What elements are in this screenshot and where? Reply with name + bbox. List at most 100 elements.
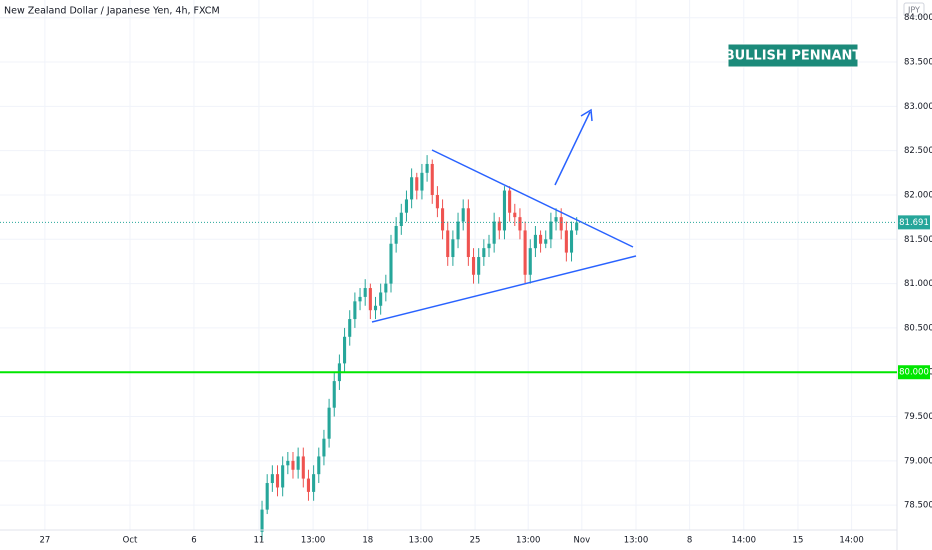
candle-body bbox=[518, 217, 522, 231]
x-tick-label: Nov bbox=[574, 536, 591, 546]
candle-body bbox=[265, 483, 269, 510]
candle-body bbox=[275, 474, 280, 488]
candle-body bbox=[492, 221, 496, 244]
candle-body bbox=[368, 288, 372, 311]
x-tick-label: 8 bbox=[687, 536, 692, 546]
current-price-label: 81.691 bbox=[899, 218, 929, 228]
candle-body bbox=[317, 456, 321, 475]
y-tick-label: 82.500 bbox=[904, 146, 932, 156]
candle-body bbox=[286, 460, 290, 466]
candle-body bbox=[466, 208, 470, 258]
current-price-box bbox=[898, 215, 930, 230]
y-tick-label: 80.500 bbox=[904, 323, 932, 333]
candle-body bbox=[291, 460, 295, 470]
currency: JPY bbox=[907, 6, 920, 15]
candle-body bbox=[539, 234, 543, 244]
candle-body bbox=[430, 163, 434, 195]
y-tick-label: 83.500 bbox=[904, 58, 932, 68]
candle-body bbox=[441, 208, 445, 231]
candle-body bbox=[549, 221, 553, 240]
candle-body bbox=[353, 301, 357, 320]
annotation-box bbox=[727, 43, 859, 68]
x-tick-label: 15 bbox=[793, 536, 804, 546]
level-label-box bbox=[898, 365, 930, 380]
candle-body bbox=[513, 212, 517, 218]
candle-body bbox=[404, 199, 409, 213]
candle-body bbox=[564, 230, 568, 253]
x-tick-label: 13:00 bbox=[516, 536, 541, 546]
x-tick-label: 6 bbox=[191, 536, 196, 546]
candle-body bbox=[332, 381, 336, 408]
candle-body bbox=[508, 190, 512, 213]
candle-body bbox=[379, 292, 383, 306]
candle-body bbox=[363, 288, 367, 297]
candle-body bbox=[569, 230, 574, 253]
y-tick-label: 78.500 bbox=[904, 501, 932, 511]
candle-body bbox=[575, 222, 579, 231]
x-tick-label: 13:00 bbox=[624, 536, 649, 546]
candle-body bbox=[477, 257, 481, 275]
candle-body bbox=[528, 248, 532, 275]
annotation: BULLISH PENNANT bbox=[725, 49, 862, 64]
candle-body bbox=[260, 509, 264, 532]
currency-box bbox=[903, 2, 925, 17]
x-tick-label: Oct bbox=[123, 536, 138, 546]
y-tick-label: 81.500 bbox=[904, 235, 932, 245]
candle-body bbox=[544, 239, 548, 244]
candle-body bbox=[461, 208, 465, 222]
chart-title: New Zealand Dollar / Japanese Yen, 4h, F… bbox=[4, 6, 220, 17]
x-tick-label: 14:00 bbox=[732, 536, 757, 546]
candle-body bbox=[306, 478, 311, 492]
candle-body bbox=[456, 221, 460, 240]
candle-body bbox=[384, 283, 388, 293]
candle-body bbox=[399, 212, 403, 227]
candle-body bbox=[281, 465, 285, 488]
candle-body bbox=[487, 243, 491, 249]
candle-body bbox=[559, 217, 563, 231]
candle-body bbox=[348, 319, 352, 337]
x-tick-label: 13:00 bbox=[301, 536, 326, 546]
y-tick-label: 84.000 bbox=[904, 13, 932, 23]
candle-body bbox=[296, 456, 300, 470]
candle-body bbox=[451, 239, 455, 258]
y-tick-label: 82.000 bbox=[904, 190, 932, 200]
arrow-head bbox=[580, 108, 593, 122]
level-label: 80.000 bbox=[899, 368, 929, 378]
candle-body bbox=[358, 296, 362, 302]
pennant-lower-line bbox=[371, 255, 637, 323]
y-tick-label: 83.000 bbox=[904, 102, 932, 112]
candle-body bbox=[446, 230, 450, 258]
y-tick-label: 79.500 bbox=[904, 412, 932, 422]
x-tick-label: 25 bbox=[470, 536, 481, 546]
candle-body bbox=[554, 217, 558, 222]
x-tick-label: 11 bbox=[254, 536, 265, 546]
candle-body bbox=[343, 336, 347, 364]
candle-body bbox=[415, 177, 419, 191]
x-tick-label: 18 bbox=[362, 536, 373, 546]
candle-body bbox=[523, 230, 527, 275]
candle-body bbox=[497, 221, 501, 231]
breakout-arrow bbox=[554, 111, 591, 186]
candles bbox=[260, 155, 579, 541]
candle-body bbox=[301, 456, 305, 479]
candle-body bbox=[533, 234, 537, 249]
candle-body bbox=[373, 305, 378, 311]
candle-body bbox=[322, 438, 326, 457]
candle-body bbox=[327, 407, 331, 439]
candle-body bbox=[471, 257, 476, 275]
candle-body bbox=[482, 248, 486, 258]
candle-body bbox=[425, 163, 429, 173]
candle-body bbox=[502, 190, 507, 231]
x-tick-label: 14:00 bbox=[839, 536, 864, 546]
y-tick-label: 79.000 bbox=[904, 456, 932, 466]
pennant-upper-line bbox=[431, 149, 634, 248]
candle-body bbox=[270, 474, 274, 484]
candle-body bbox=[410, 177, 414, 200]
candle-body bbox=[389, 243, 393, 284]
y-tick-label: 81.000 bbox=[904, 279, 932, 289]
x-tick-label: 13:00 bbox=[409, 536, 434, 546]
candle-body bbox=[435, 194, 439, 209]
candle-body bbox=[312, 474, 316, 492]
